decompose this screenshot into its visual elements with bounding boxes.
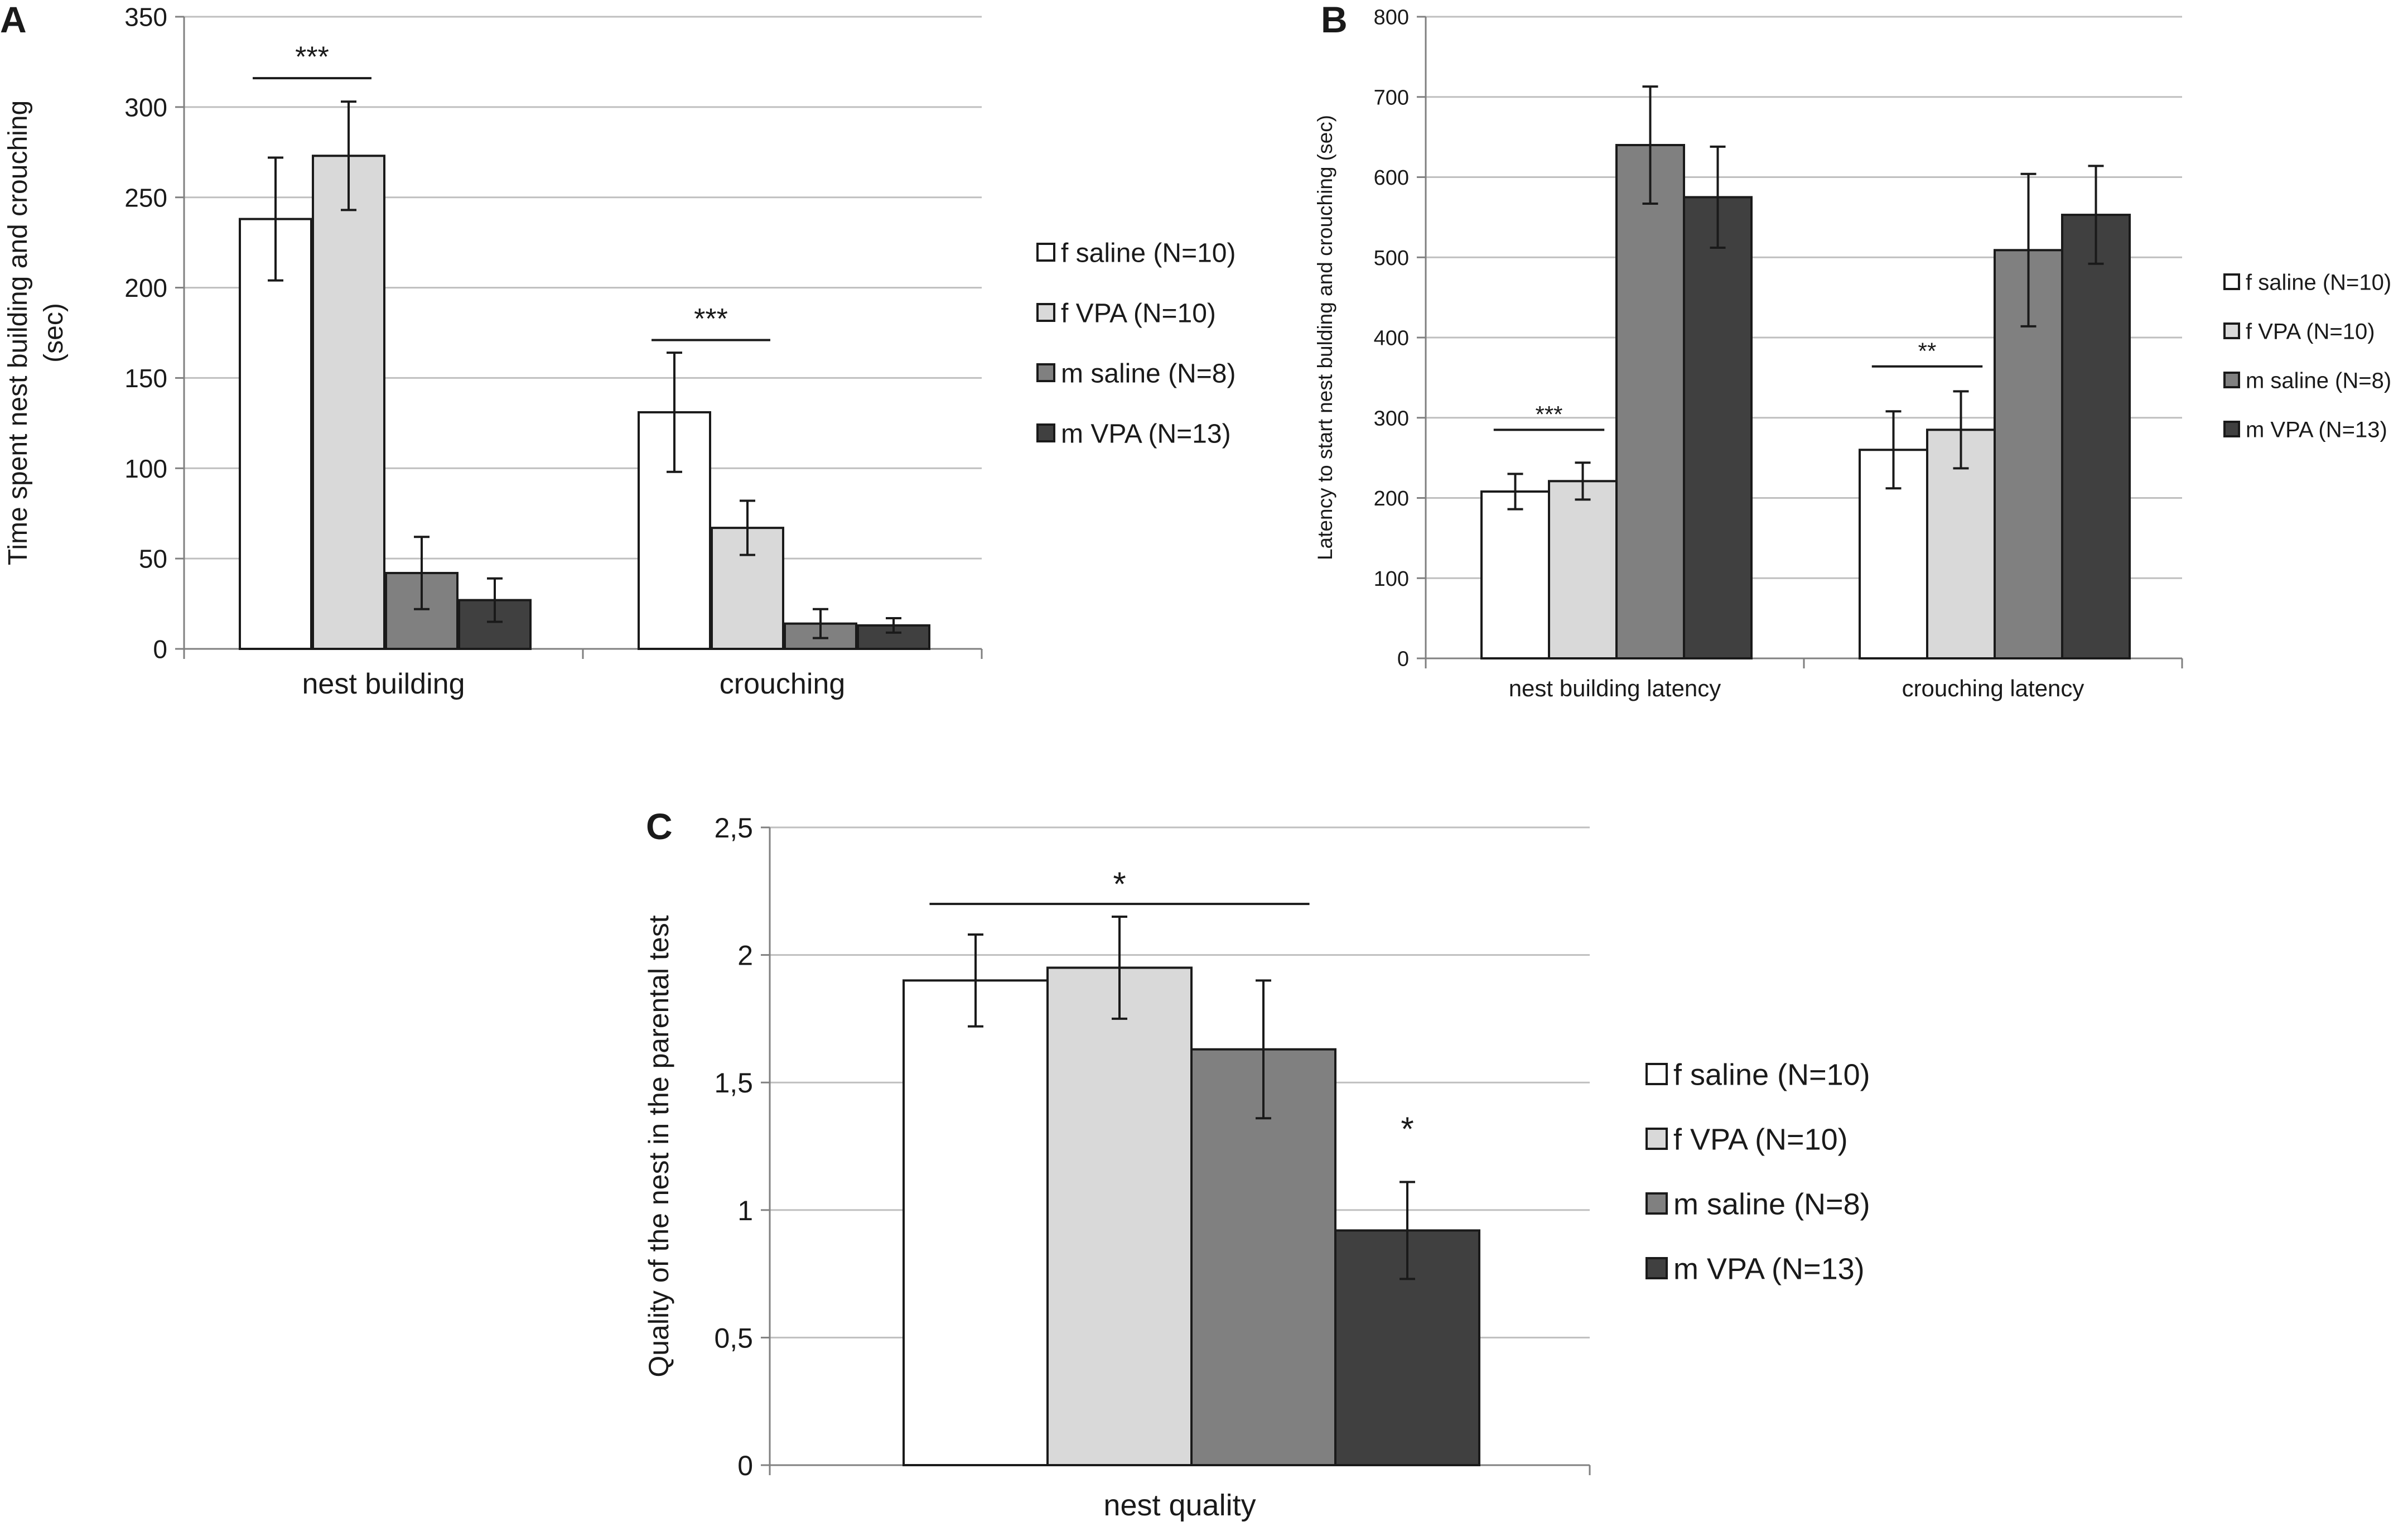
legend-label-a-f-vpa: f VPA (N=10) (1061, 298, 1216, 328)
legend-swatch-c-m-vpa (1645, 1257, 1668, 1279)
significance-label-b-1: ** (1918, 338, 1937, 364)
bar-b-m-saline-0 (1615, 144, 1685, 659)
x-category-label-a-1: crouching (720, 668, 845, 700)
y-tick-label-c-4: 2 (737, 940, 753, 971)
legend-label-b-m-vpa: m VPA (N=13) (2246, 417, 2387, 442)
legend-swatch-b-f-vpa (2223, 322, 2240, 339)
y-tick-label-b-6: 600 (1374, 166, 1409, 190)
y-tick-label-b-0: 0 (1397, 648, 1409, 671)
legend-label-a-m-vpa: m VPA (N=13) (1061, 419, 1231, 449)
significance-label-c-1: * (1401, 1110, 1413, 1148)
y-tick-label-b-5: 500 (1374, 247, 1409, 270)
y-tick-label-c-0: 0 (737, 1450, 753, 1481)
bar-a-f-saline-0 (239, 218, 312, 650)
y-tick-label-c-3: 1,5 (714, 1067, 753, 1099)
x-category-label-b-0: nest building latency (1509, 675, 1721, 701)
bar-c-f-vpa-0 (1046, 966, 1193, 1466)
y-tick-label-c-2: 1 (737, 1195, 753, 1226)
panel-label-c: C (646, 806, 673, 847)
legend-swatch-b-f-saline (2223, 273, 2240, 290)
y-tick-label-b-8: 800 (1374, 6, 1409, 30)
y-tick-label-a-7: 350 (124, 3, 167, 32)
y-tick-label-c-5: 2,5 (714, 812, 753, 844)
legend-swatch-b-m-vpa (2223, 421, 2240, 437)
bar-b-f-vpa-0 (1548, 480, 1618, 659)
bar-a-f-vpa-0 (312, 155, 385, 650)
bar-b-m-vpa-1 (2061, 214, 2131, 659)
significance-label-b-0: *** (1535, 401, 1562, 427)
y-tick-label-a-2: 100 (124, 454, 167, 483)
y-tick-label-a-0: 0 (153, 635, 167, 664)
y-tick-label-b-2: 200 (1374, 487, 1409, 511)
y-tick-label-b-1: 100 (1374, 567, 1409, 591)
legend-label-c-m-saline: m saline (N=8) (1673, 1187, 1870, 1221)
y-tick-label-a-4: 200 (124, 273, 167, 302)
y-tick-label-a-6: 300 (124, 93, 167, 122)
legend-swatch-a-f-saline (1036, 243, 1055, 262)
x-category-label-c-0: nest quality (1103, 1489, 1256, 1522)
legend-label-b-m-saline: m saline (N=8) (2246, 368, 2391, 393)
y-axis-title-b-0: Latency to start nest bulding and crouch… (1314, 115, 1336, 560)
significance-label-a-1: *** (694, 303, 728, 335)
legend-swatch-a-f-vpa (1036, 303, 1055, 322)
legend-swatch-a-m-saline (1036, 363, 1055, 382)
legend-label-b-f-vpa: f VPA (N=10) (2246, 319, 2375, 344)
x-category-label-b-1: crouching latency (1902, 675, 2084, 701)
legend-swatch-c-f-vpa (1645, 1128, 1668, 1150)
y-tick-label-b-3: 300 (1374, 407, 1409, 430)
y-tick-label-a-5: 250 (124, 183, 167, 212)
significance-label-a-0: *** (295, 41, 329, 73)
y-tick-label-b-7: 700 (1374, 86, 1409, 109)
bar-b-m-vpa-0 (1683, 196, 1753, 659)
chart-panel-a: 0 50 100 150 200 250 300 350 nest building crouch… (3, 3, 1236, 700)
y-axis-title-c-0: Quality of the nest in the parental test (643, 915, 674, 1377)
legend-swatch-a-m-vpa (1036, 423, 1055, 442)
legend-label-c-f-saline: f saline (N=10) (1673, 1058, 1870, 1091)
bar-c-f-saline-0 (903, 979, 1049, 1466)
panel-label-b: B (1321, 0, 1348, 40)
chart-panel-b: 0 100 200 300 400 500 600 700 800 nest building l… (1314, 6, 2391, 701)
y-axis-title-a-1: (sec) (39, 303, 69, 363)
x-category-label-a-0: nest building (302, 668, 465, 700)
y-tick-label-b-4: 400 (1374, 327, 1409, 350)
legend-label-c-f-vpa: f VPA (N=10) (1673, 1123, 1848, 1156)
y-tick-label-a-3: 150 (124, 364, 167, 393)
legend-label-a-f-saline: f saline (N=10) (1061, 238, 1236, 268)
legend-swatch-b-m-saline (2223, 372, 2240, 388)
y-tick-label-a-1: 50 (139, 545, 167, 574)
legend-label-b-f-saline: f saline (N=10) (2246, 270, 2391, 295)
bar-b-f-saline-0 (1480, 490, 1550, 659)
panel-label-a: A (0, 0, 27, 40)
y-axis-title-a-0: Time spent nest building and crouching (3, 100, 33, 565)
legend-label-c-m-vpa: m VPA (N=13) (1673, 1252, 1865, 1285)
significance-label-c-0: * (1113, 865, 1126, 903)
y-tick-label-c-1: 0,5 (714, 1322, 753, 1354)
legend-swatch-c-m-saline (1645, 1192, 1668, 1215)
legend-label-a-m-saline: m saline (N=8) (1061, 359, 1236, 388)
legend-swatch-c-f-saline (1645, 1063, 1668, 1085)
chart-panel-c: 0 0,5 1 1,5 2 2,5 nest quality Quality of the n… (643, 812, 1870, 1522)
